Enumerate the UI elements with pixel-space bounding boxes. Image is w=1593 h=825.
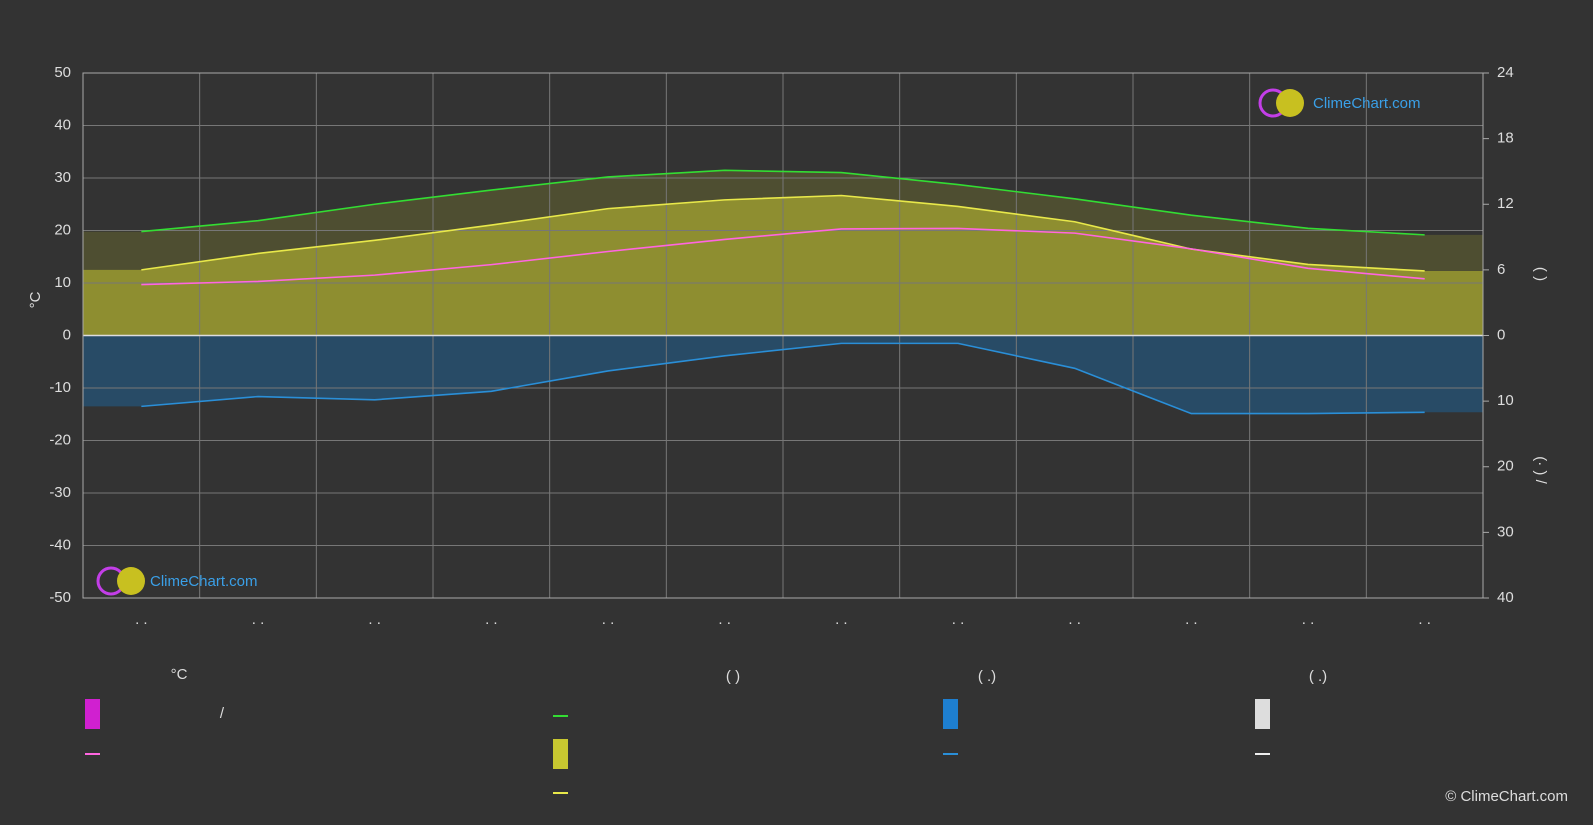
- y3-tick-label: 40: [1497, 589, 1514, 606]
- x-tick-label: . .: [718, 611, 731, 628]
- x-tick-label: . .: [485, 611, 498, 628]
- y-tick-label: 30: [54, 169, 71, 186]
- y-tick-label: -20: [49, 431, 71, 448]
- x-tick-label: . .: [1068, 611, 1081, 628]
- y2-axis-label: ( ): [1532, 267, 1549, 281]
- legend-header: °C: [171, 666, 188, 683]
- x-tick-label: . .: [835, 611, 848, 628]
- y3-tick-label: 20: [1497, 458, 1514, 475]
- y-tick-label: -30: [49, 484, 71, 501]
- y-tick-label: -10: [49, 379, 71, 396]
- logo-sun: [1276, 89, 1304, 117]
- x-tick-label: . .: [135, 611, 148, 628]
- legend-swatch: [85, 699, 100, 729]
- y2-tick-label: 0: [1497, 326, 1505, 343]
- x-tick-label: . .: [252, 611, 265, 628]
- legend-header: ( .): [978, 668, 996, 685]
- y3-tick-label: 30: [1497, 523, 1514, 540]
- legend-swatch: [553, 739, 568, 769]
- x-tick-label: . .: [1302, 611, 1315, 628]
- legend-item: /: [220, 705, 225, 722]
- series-line: [141, 227, 1425, 286]
- x-tick-label: . .: [1185, 611, 1198, 628]
- y-tick-label: -40: [49, 536, 71, 553]
- y-tick-label: 10: [54, 274, 71, 291]
- y2-tick-label: 6: [1497, 261, 1505, 278]
- logo-bottom: ClimeChart.com: [96, 566, 258, 596]
- y-tick-label: 20: [54, 221, 71, 238]
- logo-sun: [117, 567, 145, 595]
- y-tick-label: 50: [54, 64, 71, 81]
- y2-tick-label: 12: [1497, 195, 1514, 212]
- y2-tick-label: 24: [1497, 64, 1514, 81]
- y3-tick-label: 10: [1497, 392, 1514, 409]
- y-tick-label: 0: [63, 326, 71, 343]
- legend-swatch: [1255, 699, 1270, 729]
- legend-swatch: [943, 699, 958, 729]
- x-tick-label: . .: [368, 611, 381, 628]
- series-line: [141, 169, 1425, 236]
- x-tick-label: . .: [952, 611, 965, 628]
- series-line: [141, 342, 1425, 415]
- y-tick-label: 40: [54, 116, 71, 133]
- y-axis-label: °C: [27, 291, 44, 308]
- logo-text: ClimeChart.com: [150, 573, 258, 590]
- plot-frame: [82, 72, 1484, 599]
- legend-header: ( .): [1309, 668, 1327, 685]
- y3-axis-label: (· ) /: [1532, 456, 1549, 484]
- copyright: © ClimeChart.com: [1445, 788, 1568, 805]
- x-tick-label: . .: [602, 611, 615, 628]
- x-tick-label: . .: [1418, 611, 1431, 628]
- y-tick-label: -50: [49, 589, 71, 606]
- legend-header: ( ): [726, 668, 740, 685]
- y2-tick-label: 18: [1497, 130, 1514, 147]
